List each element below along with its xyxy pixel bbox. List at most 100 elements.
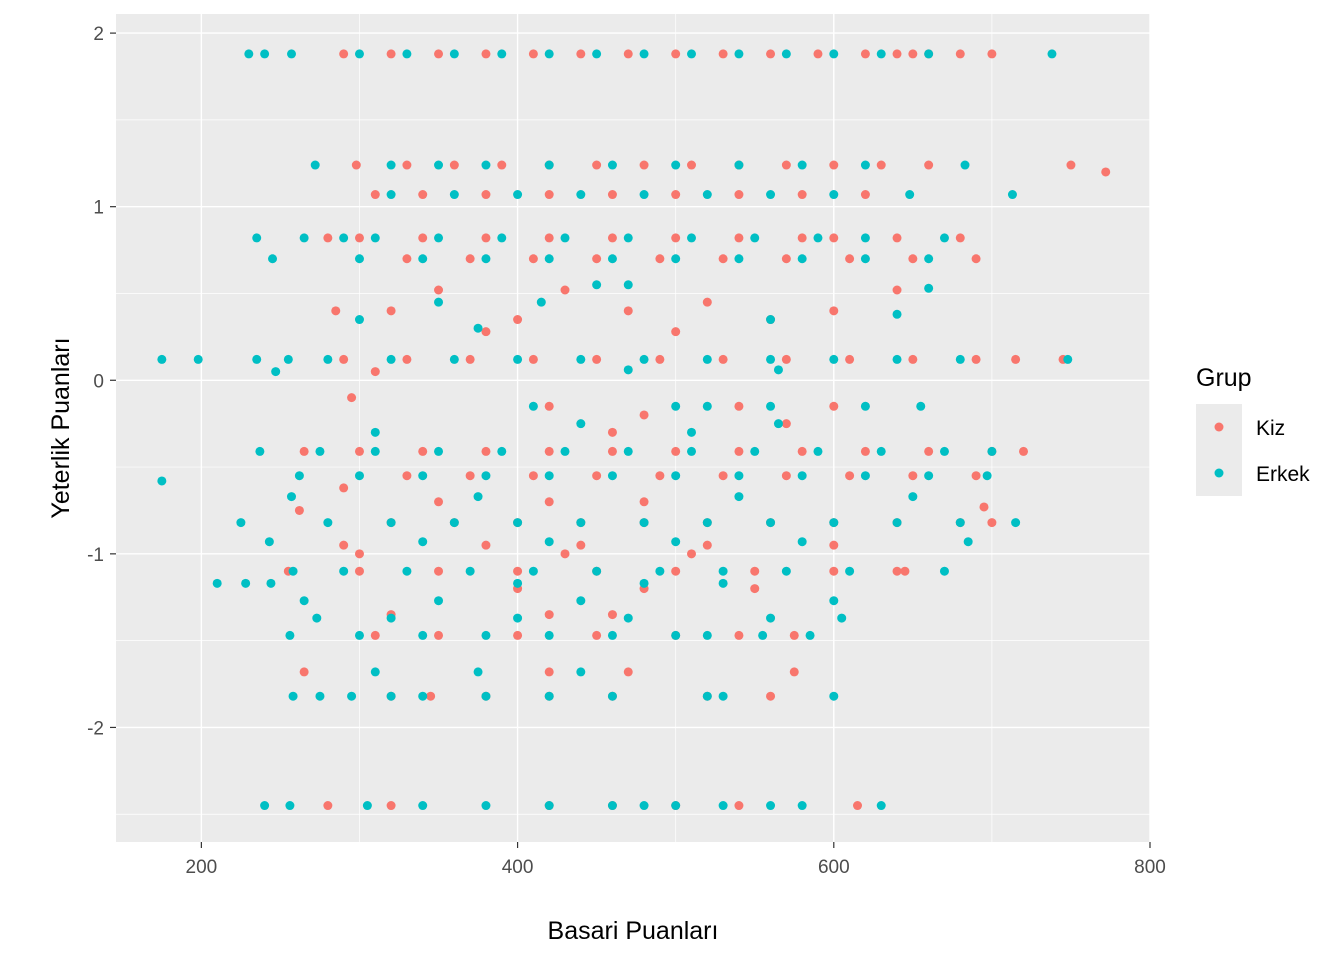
point-kiz — [592, 160, 602, 170]
point-erkek — [497, 446, 507, 456]
point-erkek — [876, 801, 886, 811]
grid-minor — [116, 14, 1150, 842]
point-erkek — [939, 566, 949, 576]
legend-label: Kiz — [1256, 417, 1285, 440]
point-kiz — [718, 354, 728, 364]
point-erkek — [286, 492, 296, 502]
y-tick-label: 0 — [93, 371, 104, 392]
legend-marker — [1214, 468, 1224, 478]
point-erkek — [347, 691, 357, 701]
point-erkek — [960, 160, 970, 170]
point-erkek — [418, 537, 428, 547]
point-erkek — [434, 160, 444, 170]
point-kiz — [513, 566, 523, 576]
point-erkek — [354, 315, 364, 325]
point-kiz — [339, 540, 349, 550]
point-erkek — [797, 254, 807, 264]
point-erkek — [718, 566, 728, 576]
point-erkek — [544, 254, 554, 264]
point-erkek — [797, 537, 807, 547]
point-kiz — [955, 49, 965, 59]
point-erkek — [513, 613, 523, 623]
point-erkek — [924, 254, 934, 264]
point-kiz — [386, 49, 396, 59]
point-erkek — [236, 518, 246, 528]
point-kiz — [481, 446, 491, 456]
point-kiz — [339, 354, 349, 364]
point-erkek — [639, 354, 649, 364]
point-erkek — [576, 518, 586, 528]
point-erkek — [781, 49, 791, 59]
point-erkek — [892, 354, 902, 364]
grid-major — [116, 14, 1151, 842]
point-erkek — [354, 630, 364, 640]
point-kiz — [370, 630, 380, 640]
point-kiz — [418, 190, 428, 200]
point-erkek — [766, 518, 776, 528]
point-erkek — [544, 630, 554, 640]
point-erkek — [639, 578, 649, 588]
point-kiz — [987, 518, 997, 528]
point-erkek — [671, 254, 681, 264]
point-erkek — [497, 233, 507, 243]
point-erkek — [766, 190, 776, 200]
point-kiz — [434, 285, 444, 295]
point-erkek — [434, 297, 444, 307]
point-erkek — [285, 801, 295, 811]
point-kiz — [513, 315, 523, 325]
point-erkek — [513, 354, 523, 364]
point-kiz — [465, 471, 475, 481]
point-erkek — [260, 801, 270, 811]
point-erkek — [386, 691, 396, 701]
point-kiz — [734, 233, 744, 243]
point-kiz — [607, 427, 617, 437]
point-erkek — [473, 323, 483, 333]
point-erkek — [892, 518, 902, 528]
point-erkek — [639, 801, 649, 811]
point-erkek — [671, 537, 681, 547]
point-erkek — [671, 401, 681, 411]
point-erkek — [157, 476, 167, 486]
point-erkek — [686, 233, 696, 243]
point-kiz — [528, 49, 538, 59]
point-kiz — [544, 497, 554, 507]
point-kiz — [900, 566, 910, 576]
point-erkek — [315, 691, 325, 701]
y-tick-label: 2 — [93, 24, 104, 45]
point-erkek — [370, 427, 380, 437]
point-erkek — [797, 160, 807, 170]
point-kiz — [908, 471, 918, 481]
point-erkek — [386, 190, 396, 200]
point-erkek — [339, 566, 349, 576]
point-kiz — [971, 354, 981, 364]
point-erkek — [797, 801, 807, 811]
point-erkek — [264, 537, 274, 547]
point-erkek — [655, 566, 665, 576]
point-erkek — [718, 691, 728, 701]
point-kiz — [386, 801, 396, 811]
point-erkek — [1011, 518, 1021, 528]
point-kiz — [1101, 167, 1111, 177]
point-kiz — [924, 160, 934, 170]
point-kiz — [544, 401, 554, 411]
point-erkek — [734, 492, 744, 502]
point-kiz — [544, 446, 554, 456]
point-erkek — [892, 309, 902, 319]
point-erkek — [299, 596, 309, 606]
point-erkek — [418, 691, 428, 701]
point-erkek — [157, 354, 167, 364]
point-erkek — [905, 190, 915, 200]
point-erkek — [829, 518, 839, 528]
point-erkek — [418, 630, 428, 640]
point-kiz — [860, 190, 870, 200]
point-kiz — [655, 471, 665, 481]
point-kiz — [607, 190, 617, 200]
point-erkek — [916, 401, 926, 411]
point-erkek — [845, 566, 855, 576]
point-erkek — [766, 801, 776, 811]
point-kiz — [544, 233, 554, 243]
point-kiz — [370, 367, 380, 377]
point-erkek — [860, 401, 870, 411]
point-erkek — [386, 613, 396, 623]
